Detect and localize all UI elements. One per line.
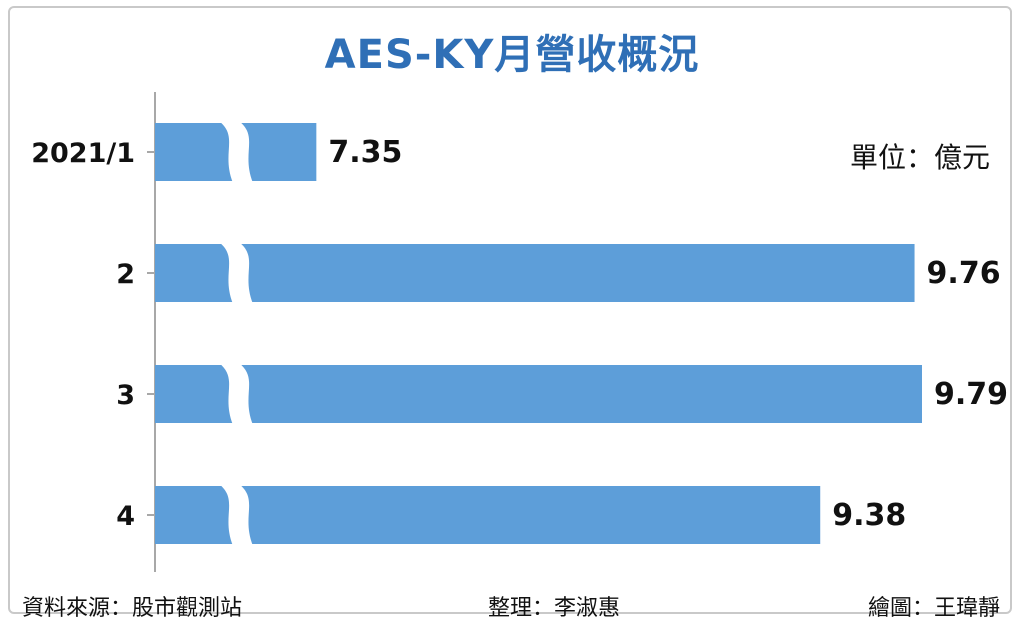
unit-label: 單位：億元 — [849, 141, 990, 174]
value-label: 9.38 — [832, 498, 906, 533]
axis-break-mark — [219, 121, 253, 183]
chart-title: AES-KY月營收概況 — [324, 32, 700, 78]
value-label: 9.79 — [934, 377, 1008, 412]
source-note: 資料來源：股市觀測站 — [22, 596, 243, 621]
bar — [155, 244, 915, 302]
category-label: 3 — [116, 380, 135, 411]
bar — [155, 486, 821, 544]
axis-break-mark — [219, 242, 253, 304]
value-label: 9.76 — [927, 256, 1001, 291]
chart-frame — [8, 6, 1012, 614]
bar — [155, 365, 922, 423]
editor-note: 整理：李淑惠 — [488, 596, 621, 621]
axis-break-mark — [219, 363, 253, 425]
value-label: 7.35 — [328, 135, 402, 170]
axis-break-mark — [219, 484, 253, 546]
category-label: 2 — [116, 259, 135, 290]
category-label: 4 — [116, 501, 135, 532]
category-label: 2021/1 — [31, 138, 135, 169]
drawer-note: 繪圖：王瑋靜 — [867, 596, 1000, 621]
